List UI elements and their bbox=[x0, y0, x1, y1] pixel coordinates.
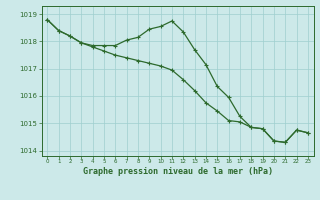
X-axis label: Graphe pression niveau de la mer (hPa): Graphe pression niveau de la mer (hPa) bbox=[83, 167, 273, 176]
